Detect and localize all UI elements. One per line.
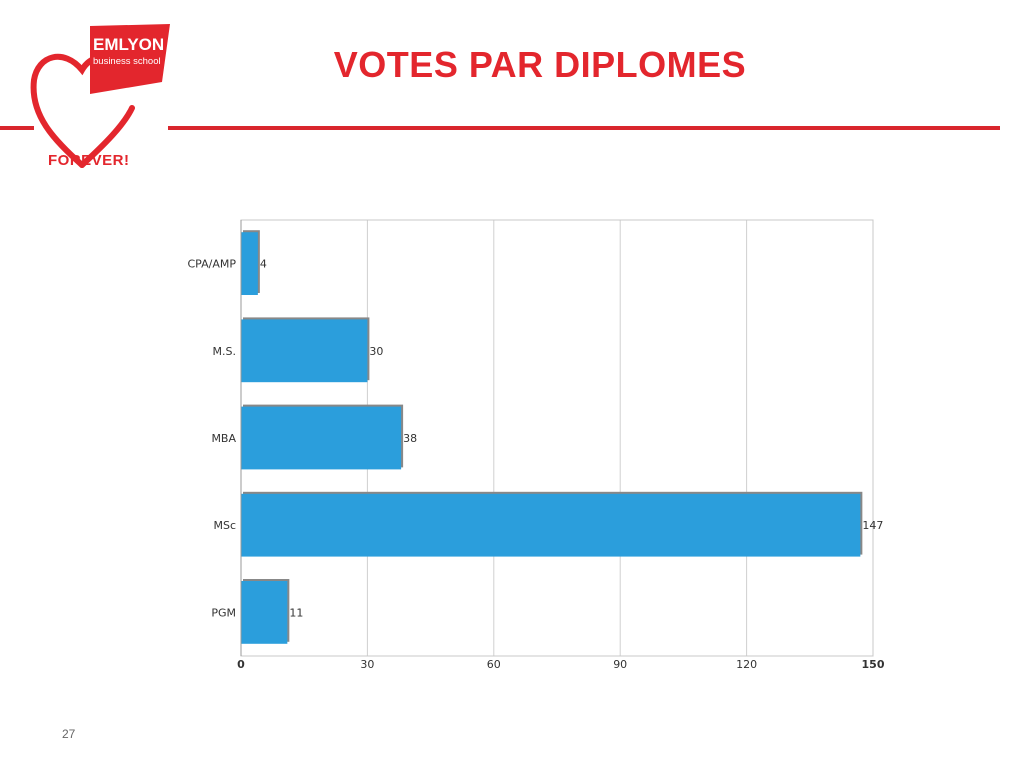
bar [241,406,402,470]
header-rule-right [168,126,1000,130]
data-label: 4 [260,258,267,271]
data-label: 147 [862,519,883,532]
category-label: M.S. [213,345,236,358]
data-label: 30 [369,345,383,358]
logo-tagline: business school [93,56,161,67]
category-labels: CPA/AMP M.S. MBA MSc PGM [188,258,237,620]
x-tick-label: 60 [487,658,501,671]
header-rule [0,126,1000,130]
page-number: 27 [62,727,76,741]
data-label: 11 [289,606,303,619]
logo-motto: FOREVER! [48,152,130,169]
category-label: MBA [211,432,236,445]
bar [241,319,368,383]
chart-bars [241,230,863,644]
category-label: CPA/AMP [188,258,237,271]
x-tick-label: 0 [237,658,245,671]
x-tick-label: 90 [613,658,627,671]
category-label: PGM [211,606,236,619]
heart-icon-right [79,105,135,168]
slide-title: VOTES PAR DIPLOMES [333,44,747,85]
logo-brand: EMLYON [93,35,164,54]
emlyon-logo: EMLYON business school FOREVER! [30,24,170,169]
x-tick-labels: 0 30 60 90 120 150 [237,658,885,671]
bar [241,232,258,295]
data-labels: 4 30 38 147 11 [260,258,884,620]
x-tick-label: 120 [736,658,757,671]
bar [241,581,288,644]
x-tick-label: 150 [862,658,885,671]
logo-banner [90,24,170,94]
data-label: 38 [403,432,417,445]
header-rule-left [0,126,34,130]
x-tick-label: 30 [360,658,374,671]
category-label: MSc [213,519,236,532]
bar [241,493,861,557]
chart-grid [366,220,748,656]
